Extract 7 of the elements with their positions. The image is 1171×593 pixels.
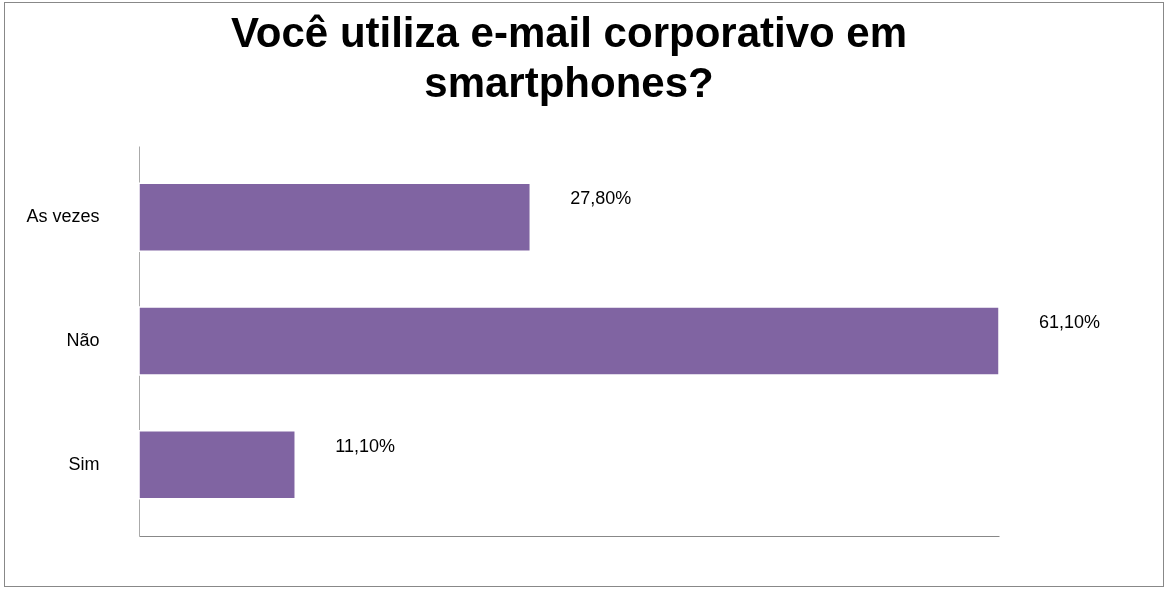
chart-title: Você utiliza e-mail corporativo em smartphones?: [230, 9, 908, 106]
data-label: 27,80%: [570, 188, 632, 209]
data-label: 11,10%: [335, 435, 395, 456]
y-tick-label: As vezes: [26, 206, 100, 227]
y-tick-label: Sim: [68, 453, 100, 474]
data-label: 61,10%: [1039, 312, 1101, 332]
y-tick-label: Não: [66, 330, 100, 350]
